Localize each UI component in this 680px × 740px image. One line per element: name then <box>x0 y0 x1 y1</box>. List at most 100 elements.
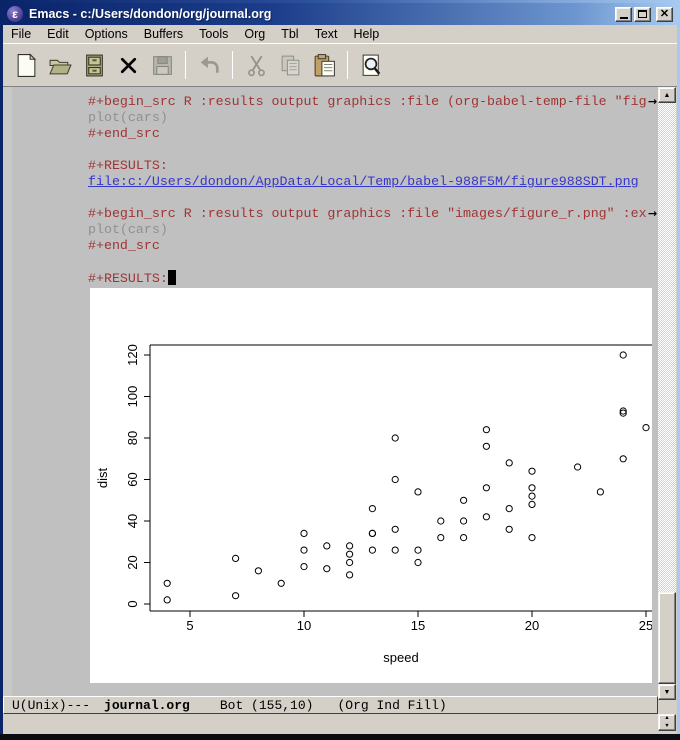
y-axis-label: dist <box>95 467 110 488</box>
data-point <box>619 455 627 463</box>
results-file-link[interactable]: file:c:/Users/dondon/AppData/Local/Temp/… <box>88 174 639 189</box>
buffer-line: #+end_src <box>88 126 160 141</box>
x-axis: 5 10 15 20 25 speed <box>186 611 652 665</box>
menu-item-edit[interactable]: Edit <box>47 27 69 41</box>
svg-text:100: 100 <box>125 386 140 408</box>
data-point <box>619 409 627 417</box>
minibuffer-scrollbar[interactable]: ▲ ▼ <box>658 714 676 731</box>
data-point <box>619 407 627 415</box>
buffer-line <box>88 190 650 206</box>
data-point <box>323 542 331 550</box>
data-point <box>642 424 650 432</box>
data-point <box>596 488 604 496</box>
buffer-line <box>88 142 650 158</box>
arrow-down-icon: ▼ <box>664 723 670 729</box>
data-point <box>391 525 399 533</box>
data-point <box>300 563 308 571</box>
data-point <box>300 529 308 537</box>
text-cursor <box>167 270 176 285</box>
data-point <box>300 546 308 554</box>
buffer-line: #+begin_src R :results output graphics :… <box>88 94 647 109</box>
open-file-button[interactable] <box>45 50 75 80</box>
close-buffer-button[interactable] <box>113 50 143 80</box>
window-title: Emacs - c:/Users/dondon/org/journal.org <box>29 7 272 21</box>
data-point <box>482 426 490 434</box>
maximize-button[interactable] <box>634 6 651 22</box>
buffer-line <box>88 254 650 270</box>
menu-item-tbl[interactable]: Tbl <box>281 27 299 41</box>
close-button[interactable]: ✕ <box>656 6 673 22</box>
search-button[interactable] <box>356 50 386 80</box>
scrollbar-thumb[interactable] <box>658 592 676 684</box>
data-point <box>391 546 399 554</box>
echo-area[interactable] <box>3 714 658 734</box>
data-point <box>528 492 536 500</box>
svg-text:40: 40 <box>125 514 140 528</box>
menu-item-org[interactable]: Org <box>244 27 266 41</box>
paste-icon <box>314 53 335 76</box>
svg-text:5: 5 <box>186 618 193 633</box>
buffer-line: plot(cars) <box>88 222 168 237</box>
undo-button <box>194 50 224 80</box>
scroll-down-button[interactable]: ▼ <box>658 684 676 700</box>
menu-item-buffers[interactable]: Buffers <box>143 27 184 41</box>
data-point <box>414 558 422 567</box>
data-point <box>346 558 354 567</box>
svg-text:80: 80 <box>125 431 140 445</box>
modeline-position: Bot (155,10) <box>219 697 314 713</box>
svg-text:15: 15 <box>411 618 425 633</box>
arrow-up-icon: ▲ <box>664 715 670 721</box>
menu-item-file[interactable]: File <box>11 27 32 41</box>
buffer-line: plot(cars) <box>88 110 168 125</box>
title-bar[interactable]: ε Emacs - c:/Users/dondon/org/journal.or… <box>3 3 677 25</box>
data-point <box>346 550 354 558</box>
plot-box <box>149 344 652 612</box>
menu-item-text[interactable]: Text <box>314 27 338 41</box>
svg-text:20: 20 <box>525 618 539 633</box>
data-point <box>574 463 582 471</box>
truncation-arrow-icon: → <box>648 207 658 220</box>
minimize-icon <box>619 16 628 19</box>
data-point <box>232 554 240 562</box>
data-point <box>528 500 536 508</box>
close-icon: ✕ <box>659 7 670 20</box>
save-button <box>147 50 177 80</box>
undo-icon <box>200 56 219 73</box>
menu-item-help[interactable]: Help <box>353 27 380 41</box>
close-buffer-icon <box>120 57 136 73</box>
data-point <box>414 546 422 554</box>
arrow-up-icon: ▲ <box>663 91 671 99</box>
svg-text:20: 20 <box>125 555 140 569</box>
modeline-modes: (Org Ind Fill) <box>337 697 447 713</box>
buffer-text: #+begin_src R :results output graphics :… <box>88 94 650 286</box>
vertical-scrollbar[interactable]: ▲ ▼ <box>658 87 676 700</box>
open-file-icon <box>48 59 72 74</box>
data-point <box>505 505 513 513</box>
emacs-icon: ε <box>7 6 23 22</box>
data-point <box>163 579 171 587</box>
data-points <box>163 351 650 604</box>
svg-text:10: 10 <box>297 618 311 633</box>
dired-button[interactable] <box>79 50 109 80</box>
copy-button <box>275 50 305 80</box>
truncation-arrow-icon: → <box>648 95 658 108</box>
svg-text:120: 120 <box>125 344 140 366</box>
menu-item-options[interactable]: Options <box>84 27 128 41</box>
data-point <box>437 534 445 542</box>
data-point <box>482 513 490 521</box>
mode-line[interactable]: U(Unix)--- journal.org Bot (155,10) (Org… <box>3 696 658 714</box>
menu-item-tools[interactable]: Tools <box>199 27 229 41</box>
toolbar-separator <box>232 51 233 79</box>
data-point <box>391 434 399 442</box>
data-point <box>163 596 171 604</box>
window-controls: ✕ <box>615 6 673 22</box>
paste-button[interactable] <box>309 50 339 80</box>
buffer-line: #+RESULTS: <box>88 158 168 173</box>
inline-plot-image[interactable]: 5 10 15 20 25 speed 0 20 40 60 80 100 120 dist <box>90 288 652 683</box>
data-point <box>368 505 376 513</box>
minimize-button[interactable] <box>615 6 632 22</box>
scroll-up-button[interactable]: ▲ <box>658 87 676 103</box>
new-file-button[interactable] <box>11 50 41 80</box>
data-point <box>437 517 445 525</box>
